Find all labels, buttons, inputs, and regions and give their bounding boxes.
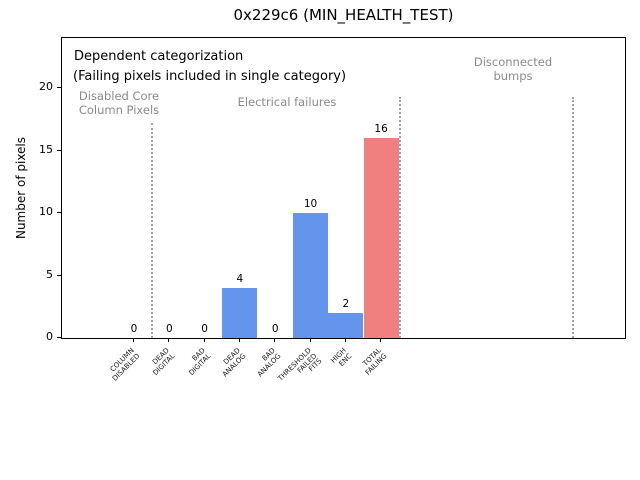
y-tick-label-2: 10 [39,205,53,218]
bar-value-label-7: 16 [374,123,388,135]
annotation-failing-pixels-note: (Failing pixels included in single categ… [73,69,347,84]
x-tick-mark-5 [309,338,311,342]
bar-value-label-5: 10 [303,198,318,210]
y-tick-label-0: 0 [46,330,53,343]
y-tick-mark-3 [57,149,61,151]
bar-value-label-6: 2 [342,298,350,310]
section-separator-2 [572,97,574,338]
x-tick-mark-4 [274,338,276,342]
bar-value-label-0: 0 [130,323,138,335]
bar-value-label-1: 0 [165,323,173,335]
x-tick-mark-2 [203,338,205,342]
x-tick-mark-6 [344,338,346,342]
y-tick-label-3: 15 [39,142,53,156]
section-separator-0 [151,123,153,338]
bar-3 [222,288,258,338]
bar-7 [363,138,399,338]
bar-5 [293,213,328,338]
plot-area: 0 0 0 4 0 10 2 16 Disabled Core Column Pixels El… [61,37,626,339]
bar-value-label-3: 4 [236,273,244,285]
y-tick-mark-0 [57,337,61,338]
y-tick-label-1: 5 [46,267,53,281]
annotation-dependent-categorization: Dependent categorization [74,49,244,64]
y-tick-mark-1 [57,274,61,276]
section-label-1: Electrical failures [237,95,337,109]
section-label-2: Disconnected bumps [473,55,553,83]
x-tick-mark-1 [168,338,170,342]
section-separator-1 [399,97,401,338]
y-tick-mark-2 [57,212,61,213]
chart-title: 0x229c6 (MIN_HEALTH_TEST) [233,6,454,24]
y-tick-label-4: 20 [39,80,53,93]
section-label-0: Disabled Core Column Pixels [78,89,160,117]
bar-6 [328,313,364,338]
x-tick-mark-3 [238,338,240,342]
bar-value-label-2: 0 [201,323,208,335]
x-tick-mark-0 [133,338,134,342]
y-tick-mark-4 [57,87,61,88]
x-tick-mark-7 [380,338,382,342]
bar-value-label-4: 0 [271,323,279,335]
